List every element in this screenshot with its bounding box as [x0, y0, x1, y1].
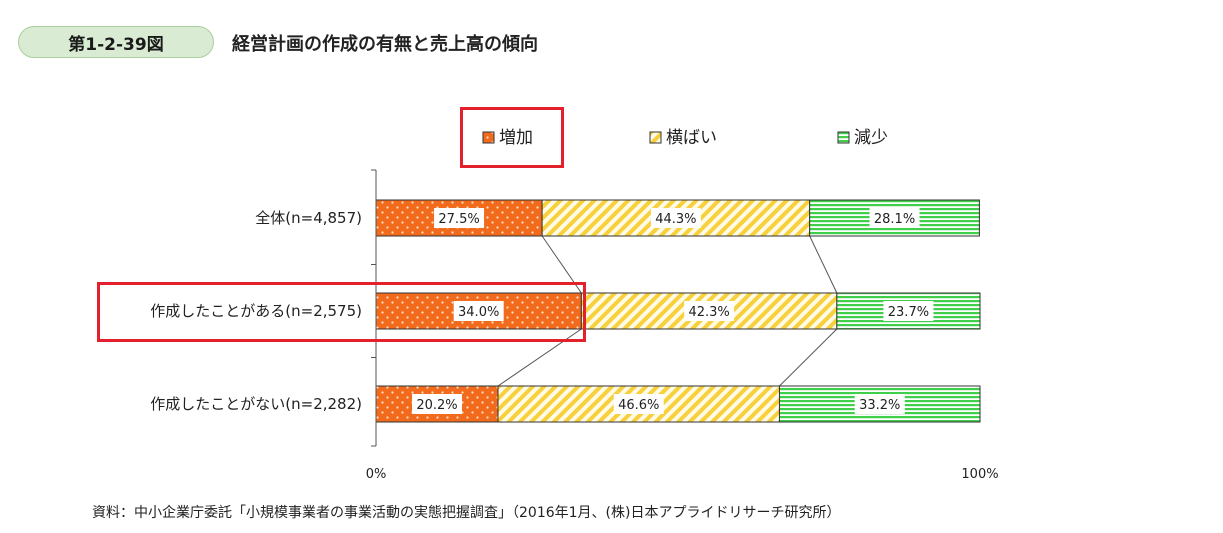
- legend-swatch-2: [649, 131, 662, 144]
- data-label-bg-1-1: [434, 208, 485, 228]
- data-label-bg-1-3: [869, 208, 920, 228]
- data-label-bg-2-3: [883, 301, 934, 321]
- source-note: 資料：中小企業庁委託「小規模事業者の事業活動の実態把握調査」（2016年1月、(…: [92, 505, 841, 521]
- data-label-1-1: 27.5%: [438, 212, 479, 227]
- category-label-3: 作成したことがない(n=2,282): [150, 395, 362, 413]
- figure-title: 経営計画の作成の有無と売上高の傾向: [232, 34, 538, 55]
- data-label-bg-3-1: [412, 394, 463, 414]
- data-label-1-2: 44.3%: [655, 212, 696, 227]
- data-label-bg-3-2: [613, 394, 664, 414]
- highlight-box-legend-increase: [460, 107, 564, 168]
- legend-swatch-1: [482, 131, 495, 144]
- highlight-box-created-row: [97, 282, 586, 342]
- data-label-3-2: 46.6%: [618, 398, 659, 413]
- legend-swatch-3: [837, 131, 850, 144]
- data-label-bg-2-2: [684, 301, 735, 321]
- data-label-2-1: 34.0%: [458, 305, 499, 320]
- legend-label-2: 横ばい: [666, 128, 717, 148]
- data-label-2-3: 23.7%: [888, 305, 929, 320]
- bar-segment-2-2: [580, 292, 838, 330]
- legend-label-3: 減少: [854, 128, 888, 148]
- figure-number-badge: 第1-2-39図: [18, 26, 214, 58]
- x-tick-label-100: 100%: [961, 467, 998, 482]
- data-label-bg-2-1: [453, 301, 504, 321]
- data-label-1-3: 28.1%: [874, 212, 915, 227]
- category-label-2: 作成したことがある(n=2,575): [150, 302, 362, 320]
- category-label-1: 全体(n=4,857): [255, 209, 362, 227]
- data-label-bg-1-2: [650, 208, 701, 228]
- data-label-2-2: 42.3%: [688, 305, 729, 320]
- data-label-bg-3-3: [854, 394, 905, 414]
- data-label-3-3: 33.2%: [859, 398, 900, 413]
- connector-line-2-2: [779, 328, 838, 387]
- connector-line-1-2: [809, 235, 838, 294]
- x-tick-label-0: 0%: [366, 467, 387, 482]
- legend-label-1: 増加: [499, 128, 533, 148]
- data-label-3-1: 20.2%: [416, 398, 457, 413]
- connector-line-2-1: [497, 328, 582, 387]
- figure-number: 第1-2-39図: [68, 34, 164, 55]
